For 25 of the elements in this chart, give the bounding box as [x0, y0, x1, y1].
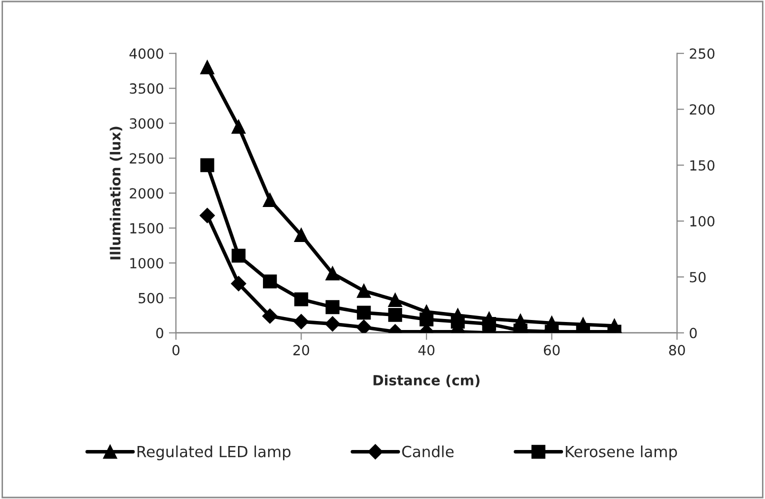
legend-label: Kerosene lamp: [566, 446, 677, 460]
y2-tick-label: 50: [690, 272, 706, 282]
y2-tick-label: 200: [690, 104, 714, 115]
y-tick-label: 2500: [130, 153, 164, 164]
x-tick-label: 0: [172, 344, 180, 356]
y2-tick-label: 100: [690, 216, 714, 227]
y-tick-label: 2000: [130, 188, 164, 199]
y2-tick-label: 0: [690, 328, 697, 338]
legend-label: Candle: [402, 446, 454, 458]
y-tick-label: 1000: [130, 258, 164, 268]
y-tick-label: 3500: [130, 83, 164, 94]
legend-label: Regulated LED lamp: [138, 446, 290, 460]
x-axis-title: Distance (cm): [374, 374, 480, 388]
x-tick-label: 20: [293, 344, 310, 356]
y-tick-label: 3000: [130, 118, 164, 129]
x-tick-label: 40: [418, 344, 434, 356]
y2-tick-label: 150: [690, 160, 714, 171]
y-tick-label: 500: [138, 292, 164, 304]
x-tick-label: 60: [544, 344, 560, 356]
x-tick-label: 80: [669, 344, 685, 356]
y-tick-label: 4000: [129, 48, 164, 59]
y2-tick-label: 250: [690, 48, 714, 59]
y-tick-label: 1500: [130, 223, 164, 234]
y-axis-title: Illumination (lux): [110, 126, 122, 260]
y-tick-label: 0: [156, 328, 164, 338]
